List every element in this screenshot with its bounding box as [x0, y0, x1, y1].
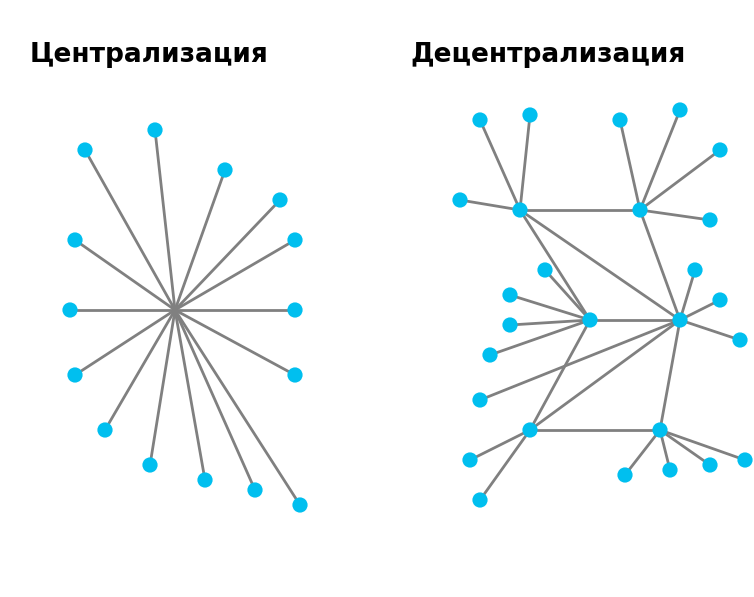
Point [289, 235, 301, 245]
Point [474, 395, 486, 405]
Point [539, 265, 551, 275]
Point [289, 370, 301, 380]
Point [664, 465, 676, 475]
Point [474, 496, 486, 505]
Point [524, 425, 536, 435]
Point [289, 305, 301, 315]
Point [484, 350, 496, 360]
Point [714, 145, 726, 155]
Point [249, 485, 261, 495]
Point [704, 460, 716, 470]
Point [69, 235, 81, 245]
Point [734, 336, 746, 345]
Point [474, 115, 486, 125]
Point [504, 290, 516, 300]
Point [149, 125, 161, 135]
Text: Централизация: Централизация [30, 42, 268, 68]
Point [654, 425, 666, 435]
Point [704, 216, 716, 225]
Point [294, 500, 306, 510]
Point [584, 315, 596, 325]
Point [199, 475, 211, 485]
Point [464, 456, 476, 465]
Point [274, 195, 286, 205]
Point [219, 165, 231, 175]
Point [99, 425, 111, 435]
Point [714, 296, 726, 305]
Point [674, 315, 686, 325]
Point [144, 460, 156, 470]
Point [524, 110, 536, 120]
Point [504, 320, 516, 330]
Point [689, 265, 701, 275]
Point [514, 205, 526, 215]
Point [614, 115, 626, 125]
Point [619, 470, 631, 480]
Text: Децентрализация: Децентрализация [410, 42, 685, 68]
Point [634, 205, 646, 215]
Point [454, 195, 466, 205]
Point [739, 456, 751, 465]
Point [674, 105, 686, 115]
Point [79, 145, 91, 155]
Point [69, 370, 81, 380]
Point [64, 305, 76, 315]
